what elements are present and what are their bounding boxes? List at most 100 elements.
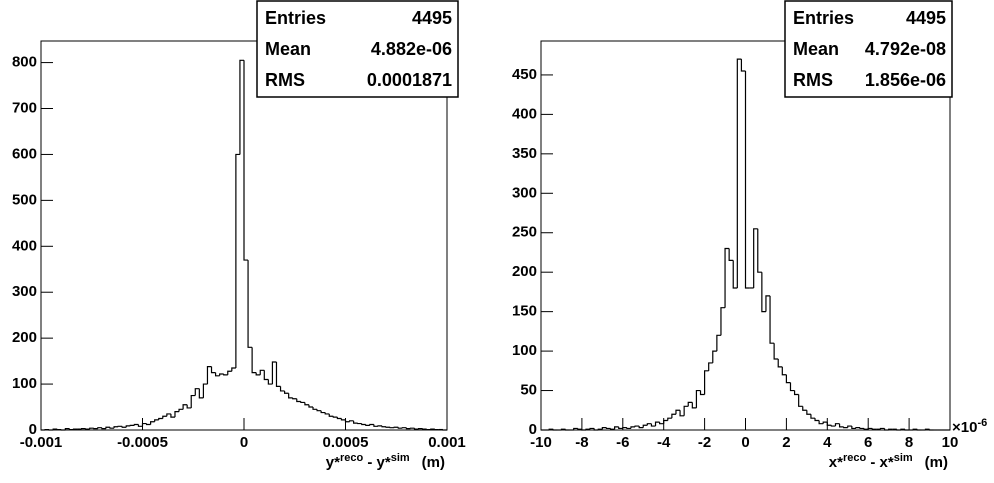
x-tick-label: -2 bbox=[698, 434, 711, 451]
histogram-bin bbox=[259, 369, 265, 375]
histogram-bin bbox=[904, 429, 910, 431]
histogram-bin bbox=[732, 260, 738, 289]
stats-value: 1.856e-06 bbox=[865, 70, 946, 90]
stats-value: 0.0001871 bbox=[367, 70, 452, 90]
histogram-bin bbox=[174, 411, 180, 418]
histogram-bin bbox=[622, 427, 627, 429]
histogram-bin bbox=[405, 427, 411, 430]
histogram-bin bbox=[699, 390, 705, 396]
histogram-bin bbox=[924, 428, 930, 430]
histogram-bin bbox=[704, 370, 709, 395]
stats-label: Mean bbox=[265, 39, 311, 59]
x-axis-title-sup: sim bbox=[391, 452, 410, 464]
histogram-bin bbox=[679, 410, 685, 417]
histogram-bin bbox=[867, 427, 873, 430]
histogram-bin bbox=[279, 386, 285, 392]
histogram-bin bbox=[353, 420, 358, 424]
histogram-bin bbox=[548, 428, 554, 430]
histogram-bin bbox=[206, 366, 212, 385]
x-tick-label: -4 bbox=[657, 434, 671, 451]
histogram-bin bbox=[744, 70, 750, 289]
x-tick-label: -8 bbox=[575, 434, 588, 451]
histogram-bin bbox=[798, 394, 803, 407]
histogram-bin bbox=[781, 366, 787, 376]
histogram-bin bbox=[348, 420, 354, 422]
histogram-bin bbox=[634, 425, 640, 427]
histogram-bin bbox=[863, 428, 869, 430]
histogram-bin bbox=[773, 343, 779, 360]
histogram-bin bbox=[308, 404, 314, 408]
histogram-bin bbox=[154, 419, 159, 422]
x-tick-label: 0.001 bbox=[428, 434, 466, 451]
histogram-bin bbox=[137, 424, 143, 427]
histogram-bin bbox=[186, 404, 192, 409]
histogram-bin bbox=[847, 425, 852, 428]
histogram-bin bbox=[361, 423, 366, 426]
histogram-bin bbox=[125, 425, 131, 428]
stats-box bbox=[784, 0, 953, 98]
histogram-bin bbox=[133, 423, 139, 426]
y-tick-label: 300 bbox=[12, 283, 37, 300]
x-axis-exponent-power: -6 bbox=[977, 417, 987, 429]
histogram-bin bbox=[630, 426, 636, 429]
y-tick-label: 0 bbox=[529, 421, 537, 438]
x-axis-title-sup: reco bbox=[843, 452, 867, 464]
x-tick-label: -6 bbox=[616, 434, 629, 451]
histogram-bin bbox=[304, 402, 309, 406]
histogram-bin bbox=[320, 410, 326, 414]
x-tick-label: 6 bbox=[864, 434, 872, 451]
histogram-bin bbox=[365, 424, 370, 427]
histogram-bin bbox=[663, 419, 668, 424]
histogram-bin bbox=[581, 429, 586, 431]
histogram-bin bbox=[757, 228, 762, 273]
histogram-bin bbox=[564, 429, 570, 431]
y-tick-label: 100 bbox=[12, 375, 37, 392]
y-tick-label: 0 bbox=[29, 421, 37, 438]
histogram-bin bbox=[753, 228, 758, 288]
histogram-bin bbox=[166, 413, 171, 417]
histogram-bin bbox=[170, 413, 175, 418]
histogram-bin bbox=[822, 421, 828, 424]
histogram-bin bbox=[687, 401, 693, 407]
histogram-bin bbox=[769, 295, 775, 344]
x-axis-title-part: - x* bbox=[866, 454, 894, 471]
histogram-bin bbox=[182, 404, 188, 410]
histogram-bin bbox=[178, 408, 184, 412]
histogram-bin bbox=[671, 413, 676, 419]
histogram-bin bbox=[597, 428, 603, 430]
histogram-bin bbox=[577, 428, 582, 430]
histogram-bin bbox=[896, 429, 901, 431]
stats-value: 4.882e-06 bbox=[371, 39, 452, 59]
histogram-bin bbox=[214, 372, 220, 377]
histogram-bin bbox=[263, 370, 269, 381]
histogram-bin bbox=[227, 370, 232, 375]
x-axis-title-unit: (m) bbox=[925, 454, 948, 471]
x-tick-label: 2 bbox=[782, 434, 790, 451]
histogram-bin bbox=[344, 419, 350, 423]
histogram-bin bbox=[141, 422, 147, 427]
histogram-bin bbox=[190, 394, 196, 408]
x-axis-exponent: ×10-6 bbox=[952, 417, 987, 436]
histogram-bin bbox=[614, 426, 619, 430]
stats-label: RMS bbox=[793, 70, 833, 90]
histogram-bin bbox=[834, 423, 840, 427]
histogram-bin bbox=[255, 372, 261, 376]
histogram-bin bbox=[271, 361, 277, 385]
histogram-bin bbox=[198, 388, 204, 399]
y-tick-label: 50 bbox=[520, 382, 537, 399]
x-tick-label: 4 bbox=[823, 434, 832, 451]
histogram-bin bbox=[708, 362, 713, 371]
histogram-bin bbox=[728, 248, 734, 261]
histogram-bin bbox=[720, 307, 726, 336]
y-tick-label: 100 bbox=[512, 342, 537, 359]
histogram-bin bbox=[683, 405, 689, 416]
histogram-bin bbox=[64, 428, 70, 430]
histogram-bin bbox=[328, 413, 334, 417]
histogram-bin bbox=[150, 421, 155, 425]
histogram-bin bbox=[101, 427, 106, 430]
histogram-bin bbox=[601, 427, 607, 430]
histogram-bin bbox=[814, 418, 820, 422]
y-tick-label: 350 bbox=[512, 145, 537, 162]
histogram-bin bbox=[650, 423, 656, 427]
